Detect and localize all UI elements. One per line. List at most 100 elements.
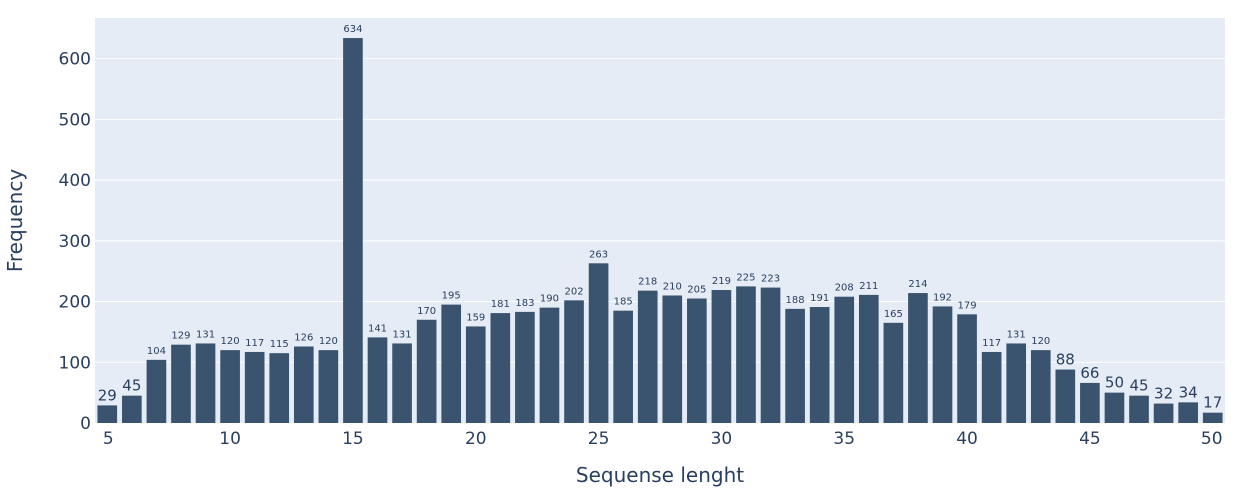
data-label: 223: [761, 274, 780, 285]
y-tick-label: 0: [80, 414, 91, 434]
bar: [760, 287, 781, 423]
data-label: 120: [319, 336, 338, 347]
data-label: 214: [908, 279, 927, 290]
data-label: 218: [638, 277, 657, 288]
bar: [293, 346, 314, 423]
x-tick-label: 25: [588, 429, 610, 449]
data-labels: 29 45 104 129 131 120 117 115 126 120 634 141 131 170…: [98, 24, 1223, 412]
bar: [539, 307, 560, 423]
bar: [662, 295, 683, 423]
bar: [122, 395, 142, 423]
data-label: 191: [810, 293, 829, 304]
data-label: 131: [393, 329, 412, 340]
bar: [416, 319, 437, 423]
x-tick-label: 20: [465, 429, 487, 449]
x-tick-label: 40: [956, 429, 978, 449]
bar: [195, 343, 216, 423]
data-label: 50: [1105, 374, 1124, 392]
data-label: 165: [884, 309, 903, 320]
bar: [318, 350, 339, 423]
bar: [1129, 395, 1149, 423]
data-label: 170: [417, 306, 436, 317]
x-tick-label: 30: [711, 429, 733, 449]
bar: [244, 351, 265, 423]
data-label: 263: [589, 249, 608, 260]
bar: [490, 313, 511, 423]
data-label: 188: [786, 295, 805, 306]
data-label: 208: [835, 283, 854, 294]
data-label: 211: [859, 281, 878, 292]
data-label: 45: [122, 377, 141, 395]
bar: [564, 300, 584, 423]
bar: [1006, 343, 1027, 423]
data-label: 185: [614, 297, 633, 308]
data-label: 131: [1007, 329, 1026, 340]
data-label: 66: [1080, 364, 1099, 382]
bar: [1055, 369, 1076, 423]
x-tick-label: 45: [1079, 429, 1101, 449]
y-tick-label: 100: [59, 353, 91, 373]
data-label: 34: [1179, 383, 1198, 401]
data-label: 179: [958, 300, 977, 311]
data-label: 115: [270, 339, 289, 350]
data-label: 210: [663, 281, 682, 292]
data-label: 17: [1203, 394, 1222, 412]
bar: [981, 351, 1002, 423]
data-label: 202: [564, 286, 583, 297]
bars: [97, 38, 1223, 424]
x-tick-label: 10: [219, 429, 241, 449]
bar: [711, 290, 732, 423]
x-tick-label: 15: [342, 429, 364, 449]
bar: [146, 359, 167, 423]
bar: [957, 314, 977, 423]
data-label: 192: [933, 292, 952, 303]
data-label: 159: [466, 312, 485, 323]
bar: [515, 311, 535, 423]
bar: [834, 296, 855, 423]
data-label: 126: [294, 332, 313, 343]
data-label: 45: [1129, 377, 1148, 395]
y-axis-ticks: 0 100 200 300 400 500 600: [59, 50, 91, 434]
data-label: 120: [1031, 336, 1050, 347]
bar: [1030, 350, 1051, 423]
bar: [687, 298, 707, 423]
bar: [637, 290, 658, 423]
data-label: 225: [736, 272, 755, 283]
bar: [1202, 412, 1223, 423]
bar: [908, 293, 928, 423]
bar: [1080, 382, 1100, 423]
data-label: 117: [245, 338, 264, 349]
data-label: 190: [540, 294, 559, 305]
x-tick-label: 50: [1201, 429, 1223, 449]
x-tick-label: 35: [833, 429, 855, 449]
bar: [343, 38, 363, 424]
data-label: 205: [687, 285, 706, 296]
data-label: 131: [196, 329, 215, 340]
bar: [269, 353, 290, 423]
data-label: 219: [712, 276, 731, 287]
bar: [171, 344, 191, 423]
y-tick-label: 400: [59, 171, 91, 191]
data-label: 32: [1154, 385, 1173, 403]
bar: [736, 286, 756, 423]
data-label: 117: [982, 338, 1001, 349]
bar: [367, 337, 388, 423]
bar: [1178, 402, 1198, 423]
y-tick-label: 600: [59, 50, 91, 70]
x-axis-title: Sequense lenght: [576, 463, 744, 487]
y-tick-label: 500: [59, 110, 91, 130]
bar: [1153, 403, 1174, 423]
data-label: 88: [1056, 351, 1075, 369]
y-axis-title: Frequency: [3, 169, 27, 272]
data-label: 29: [98, 386, 117, 404]
data-label: 195: [442, 291, 461, 302]
bar: [97, 405, 118, 423]
data-label: 104: [147, 346, 166, 357]
data-label: 183: [515, 298, 534, 309]
data-label: 141: [368, 323, 387, 334]
bar: [465, 326, 486, 423]
y-tick-label: 300: [59, 232, 91, 252]
bar: [588, 263, 609, 423]
bar: [858, 294, 879, 423]
